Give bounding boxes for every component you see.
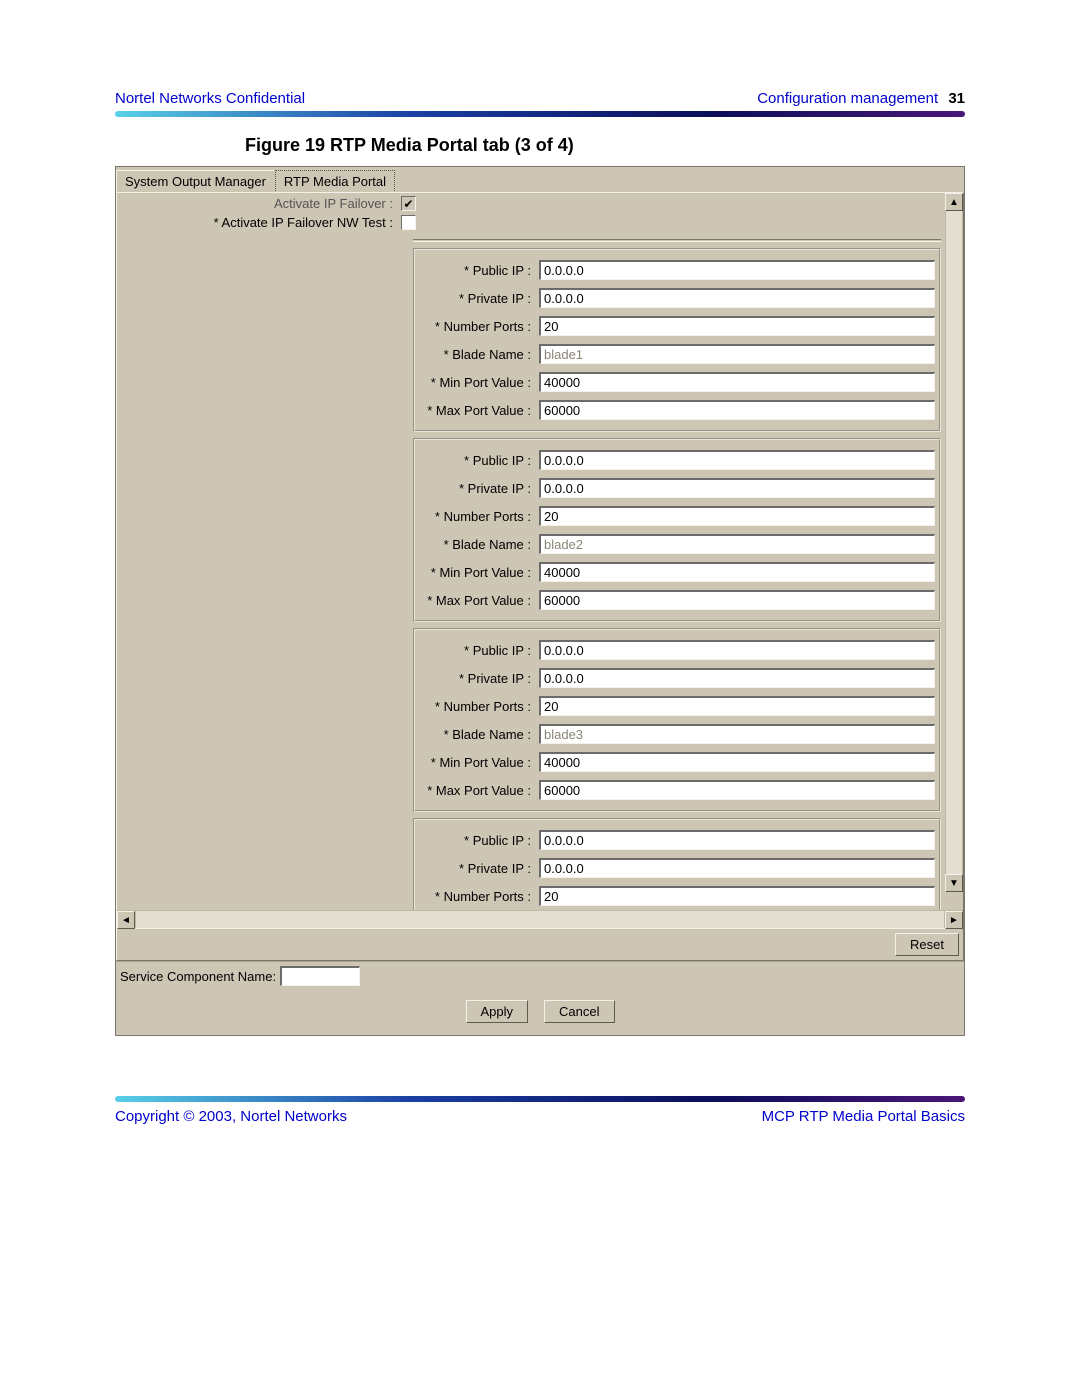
page-number: 31	[948, 90, 965, 107]
blade-name-input[interactable]	[539, 534, 935, 554]
public-ip-label: * Public IP :	[419, 263, 539, 278]
scroll-left-button[interactable]: ◄	[117, 911, 135, 929]
footer-gradient-bar	[115, 1096, 965, 1102]
panel-separator	[413, 239, 941, 242]
max-port-label: * Max Port Value :	[419, 403, 539, 418]
header-section: Configuration management 31	[757, 90, 965, 107]
min-port-label: * Min Port Value :	[419, 755, 539, 770]
blade-group-3: * Public IP : * Private IP : * Number Port…	[413, 628, 941, 812]
figure-caption: Figure 19 RTP Media Portal tab (3 of 4)	[245, 135, 965, 156]
scroll-up-button[interactable]: ▲	[945, 193, 963, 211]
cancel-button[interactable]: Cancel	[544, 1000, 614, 1023]
number-ports-input[interactable]	[539, 316, 935, 336]
blade-name-label: * Blade Name :	[419, 347, 539, 362]
vscroll-track[interactable]	[945, 211, 963, 874]
scroll-down-button[interactable]: ▼	[945, 874, 963, 892]
public-ip-input[interactable]	[539, 260, 935, 280]
number-ports-input[interactable]	[539, 506, 935, 526]
tab-rtp-media-portal[interactable]: RTP Media Portal	[275, 170, 395, 193]
max-port-input[interactable]	[539, 590, 935, 610]
header-gradient-bar	[115, 111, 965, 117]
number-ports-input[interactable]	[539, 696, 935, 716]
private-ip-label: * Private IP :	[419, 671, 539, 686]
private-ip-label: * Private IP :	[419, 481, 539, 496]
activate-ip-failover-label: Activate IP Failover :	[125, 196, 401, 211]
service-component-label: Service Component Name:	[120, 969, 280, 984]
private-ip-input[interactable]	[539, 478, 935, 498]
private-ip-input[interactable]	[539, 668, 935, 688]
service-component-input[interactable]	[280, 966, 360, 986]
max-port-label: * Max Port Value :	[419, 593, 539, 608]
tab-strip: System Output Manager RTP Media Portal	[116, 167, 964, 192]
min-port-label: * Min Port Value :	[419, 565, 539, 580]
activate-ip-failover-nwtest-label: * Activate IP Failover NW Test :	[125, 215, 401, 230]
public-ip-label: * Public IP :	[419, 453, 539, 468]
blade-name-label: * Blade Name :	[419, 537, 539, 552]
reset-button[interactable]: Reset	[895, 933, 959, 956]
min-port-input[interactable]	[539, 372, 935, 392]
private-ip-input[interactable]	[539, 858, 935, 878]
activate-ip-failover-checkbox[interactable]: ✔	[401, 196, 416, 211]
public-ip-label: * Public IP :	[419, 833, 539, 848]
blade-group-partial: * Public IP : * Private IP : * Number Po…	[413, 818, 941, 910]
apply-button[interactable]: Apply	[466, 1000, 529, 1023]
number-ports-label: * Number Ports :	[419, 889, 539, 904]
number-ports-input[interactable]	[539, 886, 935, 906]
header-section-text: Configuration management	[757, 90, 938, 107]
hscroll-track[interactable]	[135, 911, 945, 928]
number-ports-label: * Number Ports :	[419, 699, 539, 714]
number-ports-label: * Number Ports :	[419, 319, 539, 334]
private-ip-label: * Private IP :	[419, 291, 539, 306]
max-port-input[interactable]	[539, 780, 935, 800]
header-confidential: Nortel Networks Confidential	[115, 90, 305, 107]
public-ip-input[interactable]	[539, 450, 935, 470]
min-port-input[interactable]	[539, 562, 935, 582]
activate-ip-failover-nwtest-checkbox[interactable]	[401, 215, 416, 230]
footer-doc-title: MCP RTP Media Portal Basics	[762, 1108, 965, 1125]
blade-name-input[interactable]	[539, 344, 935, 364]
scroll-area: Activate IP Failover : ✔ * Activate IP F…	[117, 193, 963, 910]
horizontal-scrollbar[interactable]: ◄ ►	[117, 910, 963, 928]
blade-name-input[interactable]	[539, 724, 935, 744]
blade-group-1: * Public IP : * Private IP : * Number Port…	[413, 248, 941, 432]
private-ip-input[interactable]	[539, 288, 935, 308]
tab-system-output-manager[interactable]: System Output Manager	[116, 170, 275, 192]
vertical-scrollbar[interactable]: ▲ ▼	[945, 193, 963, 892]
blade-group-2: * Public IP : * Private IP : * Number Port…	[413, 438, 941, 622]
max-port-input[interactable]	[539, 400, 935, 420]
config-window: System Output Manager RTP Media Portal A…	[115, 166, 965, 1036]
max-port-label: * Max Port Value :	[419, 783, 539, 798]
blade-name-label: * Blade Name :	[419, 727, 539, 742]
private-ip-label: * Private IP :	[419, 861, 539, 876]
public-ip-label: * Public IP :	[419, 643, 539, 658]
public-ip-input[interactable]	[539, 830, 935, 850]
number-ports-label: * Number Ports :	[419, 509, 539, 524]
tab-body: Activate IP Failover : ✔ * Activate IP F…	[116, 192, 964, 961]
min-port-input[interactable]	[539, 752, 935, 772]
footer-copyright: Copyright © 2003, Nortel Networks	[115, 1108, 347, 1125]
min-port-label: * Min Port Value :	[419, 375, 539, 390]
public-ip-input[interactable]	[539, 640, 935, 660]
scroll-right-button[interactable]: ►	[945, 911, 963, 929]
